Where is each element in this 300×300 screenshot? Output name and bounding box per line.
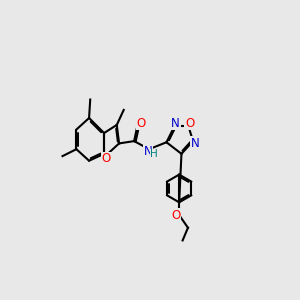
Text: N: N — [144, 145, 152, 158]
Text: N: N — [191, 137, 200, 150]
Text: O: O — [172, 209, 181, 222]
Text: O: O — [136, 117, 146, 130]
Text: N: N — [171, 117, 180, 130]
Text: O: O — [102, 152, 111, 165]
Text: H: H — [150, 149, 158, 159]
Text: O: O — [185, 117, 194, 130]
